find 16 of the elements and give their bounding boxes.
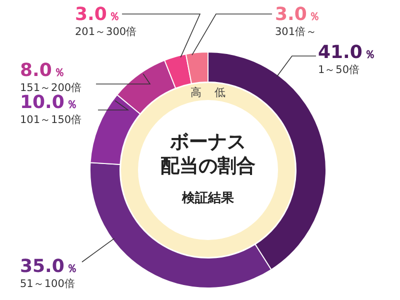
slice-label: 51～100倍 bbox=[20, 277, 76, 290]
text: ボーナス配当の割合 bbox=[160, 131, 256, 177]
slice-label: 1～50倍 bbox=[318, 63, 360, 76]
slice-label: 151～200倍 bbox=[20, 81, 82, 94]
data-label: 35.0％ bbox=[20, 256, 78, 277]
text: 検証結果 bbox=[181, 190, 235, 206]
data-label: 10.0％ bbox=[20, 92, 78, 113]
data-label: 41.0％ bbox=[318, 42, 376, 63]
data-label: 8.0％ bbox=[20, 60, 65, 81]
slice-label: 101～150倍 bbox=[20, 113, 82, 126]
slice-label: 201～300倍 bbox=[75, 25, 138, 38]
text: 高 bbox=[190, 86, 202, 99]
data-label: 3.0％ bbox=[275, 4, 320, 25]
data-label: 3.0％ bbox=[75, 4, 120, 25]
text: 低 bbox=[214, 86, 226, 99]
slice-label: 301倍～ bbox=[275, 25, 318, 38]
